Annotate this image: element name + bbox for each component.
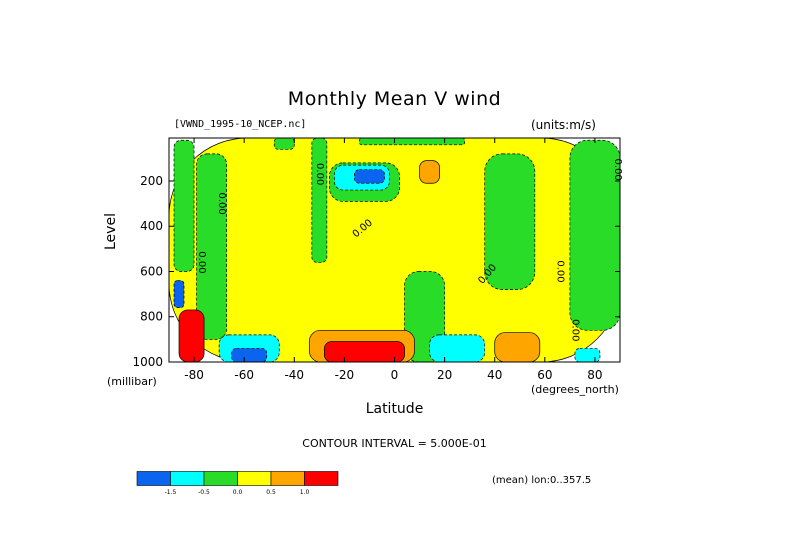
axes-layer: -80 -60 -40 -20 0 20 40 60 80 200 400 600 800 1000 xyxy=(132,138,620,382)
colorbar-label: 1.0 xyxy=(300,489,310,496)
dataset-label: [VWND_1995-10_NCEP.nc] xyxy=(174,119,307,130)
x-tick-label: -40 xyxy=(284,368,304,382)
colorbar-label: -0.5 xyxy=(198,489,210,496)
x-tick-label: -80 xyxy=(184,368,204,382)
colorbar-swatch xyxy=(136,471,171,486)
contour-label: 0.00 xyxy=(216,192,227,214)
contour-region-weak_negative xyxy=(484,153,536,290)
contour-region-weak_negative xyxy=(196,153,227,340)
contour-region-strong_negative xyxy=(354,169,385,184)
y-tick-label: 400 xyxy=(140,219,163,233)
x-axis-label: Latitude xyxy=(365,401,424,417)
y-tick-label: 800 xyxy=(140,310,163,324)
colorbar-swatch xyxy=(304,471,339,486)
y-tick-label: 200 xyxy=(140,174,163,188)
colorbar-swatch xyxy=(237,471,272,486)
colorbar-label: 0.0 xyxy=(233,489,243,496)
contour-region-strong_positive xyxy=(323,341,405,362)
contour-region-weak_negative xyxy=(173,139,195,272)
x-tick-label: -60 xyxy=(234,368,254,382)
contour-region-weak_positive xyxy=(419,160,440,184)
x-tick-label: 40 xyxy=(487,368,502,382)
contour-region-strong_negative xyxy=(231,348,268,362)
x-axis-units: (degrees_north) xyxy=(531,383,619,396)
contour-region-strong_negative xyxy=(173,280,185,309)
contour-region-moderate_negative xyxy=(574,348,601,362)
contour-label: 0.00 xyxy=(612,159,623,181)
x-tick-label: 20 xyxy=(437,368,452,382)
contour-region-weak_negative xyxy=(359,138,466,146)
contour-region-weak_positive xyxy=(494,332,541,362)
contour-region-weak_negative xyxy=(311,138,328,263)
colorbar-swatch xyxy=(203,471,238,486)
contour-region-moderate_negative xyxy=(429,334,486,362)
colorbar: -1.5 -0.5 0.0 0.5 1.0 xyxy=(136,471,339,496)
colorbar-label: -1.5 xyxy=(165,489,177,496)
contour-label: 0.00 xyxy=(569,319,580,341)
mean-longitude-footnote: (mean) lon:0..357.5 xyxy=(492,475,592,486)
contour-region-weak_negative xyxy=(273,138,295,150)
x-tick-label: -20 xyxy=(335,368,355,382)
y-axis-units: (millibar) xyxy=(107,375,157,388)
contour-label: 0.00 xyxy=(314,163,325,185)
colorbar-swatch xyxy=(270,471,305,486)
x-tick-label: 80 xyxy=(587,368,602,382)
contour-field-layer xyxy=(169,138,620,362)
y-tick-label: 600 xyxy=(140,264,163,278)
x-tick-label: 60 xyxy=(537,368,552,382)
chart-title: Monthly Mean V wind xyxy=(287,88,502,110)
units-label: (units:m/s) xyxy=(531,118,596,132)
contour-interval-label: CONTOUR INTERVAL = 5.000E-01 xyxy=(302,437,487,450)
colorbar-swatch xyxy=(170,471,205,486)
contour-region-strong_positive xyxy=(178,309,205,362)
x-tick-label: 0 xyxy=(391,368,399,382)
contour-label: 0.00 xyxy=(196,251,207,273)
contour-label: 0.00 xyxy=(554,260,565,282)
y-tick-label: 1000 xyxy=(132,355,163,369)
colorbar-label: 0.5 xyxy=(266,489,276,496)
